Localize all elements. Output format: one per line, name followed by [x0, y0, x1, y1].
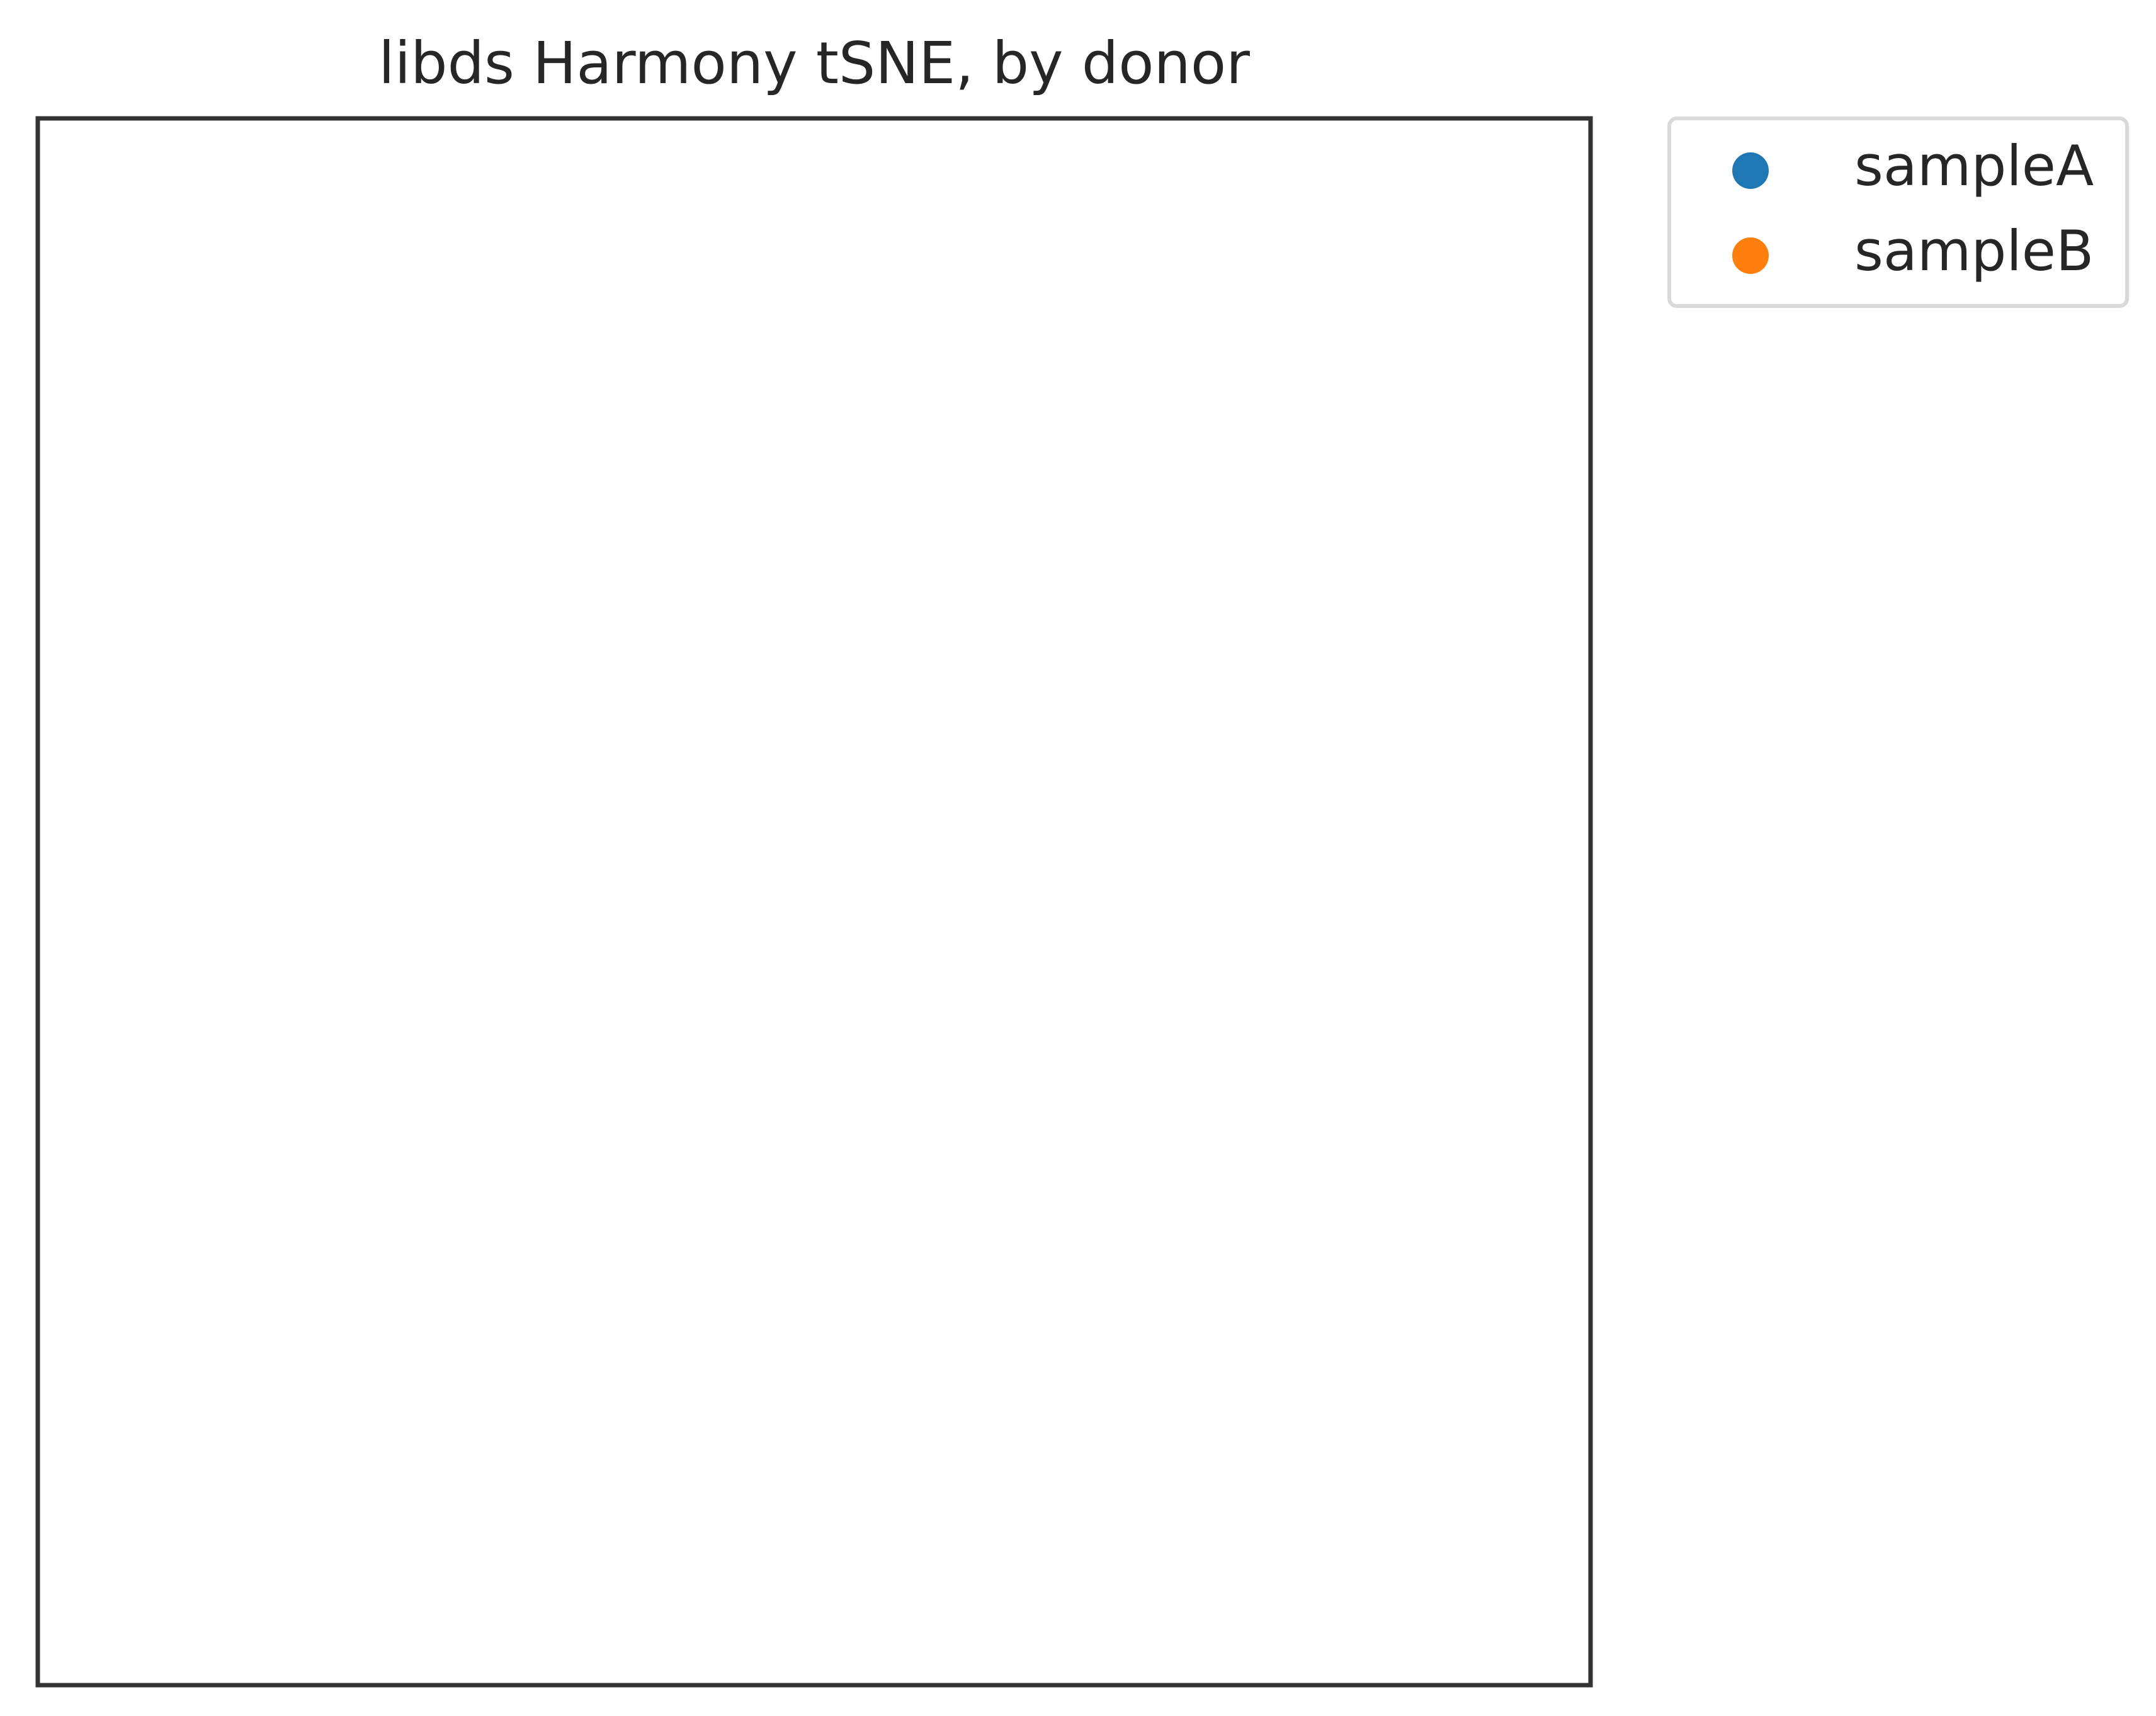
legend-box [1667, 116, 2129, 308]
plot-area [35, 116, 1593, 1688]
legend-marker-sampleA [1732, 152, 1769, 189]
legend-marker-sampleB [1732, 237, 1769, 274]
legend: sampleA sampleB [1667, 116, 2129, 308]
legend-label-sampleA: sampleA [1854, 134, 2094, 198]
legend-label-sampleB: sampleB [1854, 219, 2094, 283]
chart-title: libds Harmony tSNE, by donor [378, 30, 1250, 97]
